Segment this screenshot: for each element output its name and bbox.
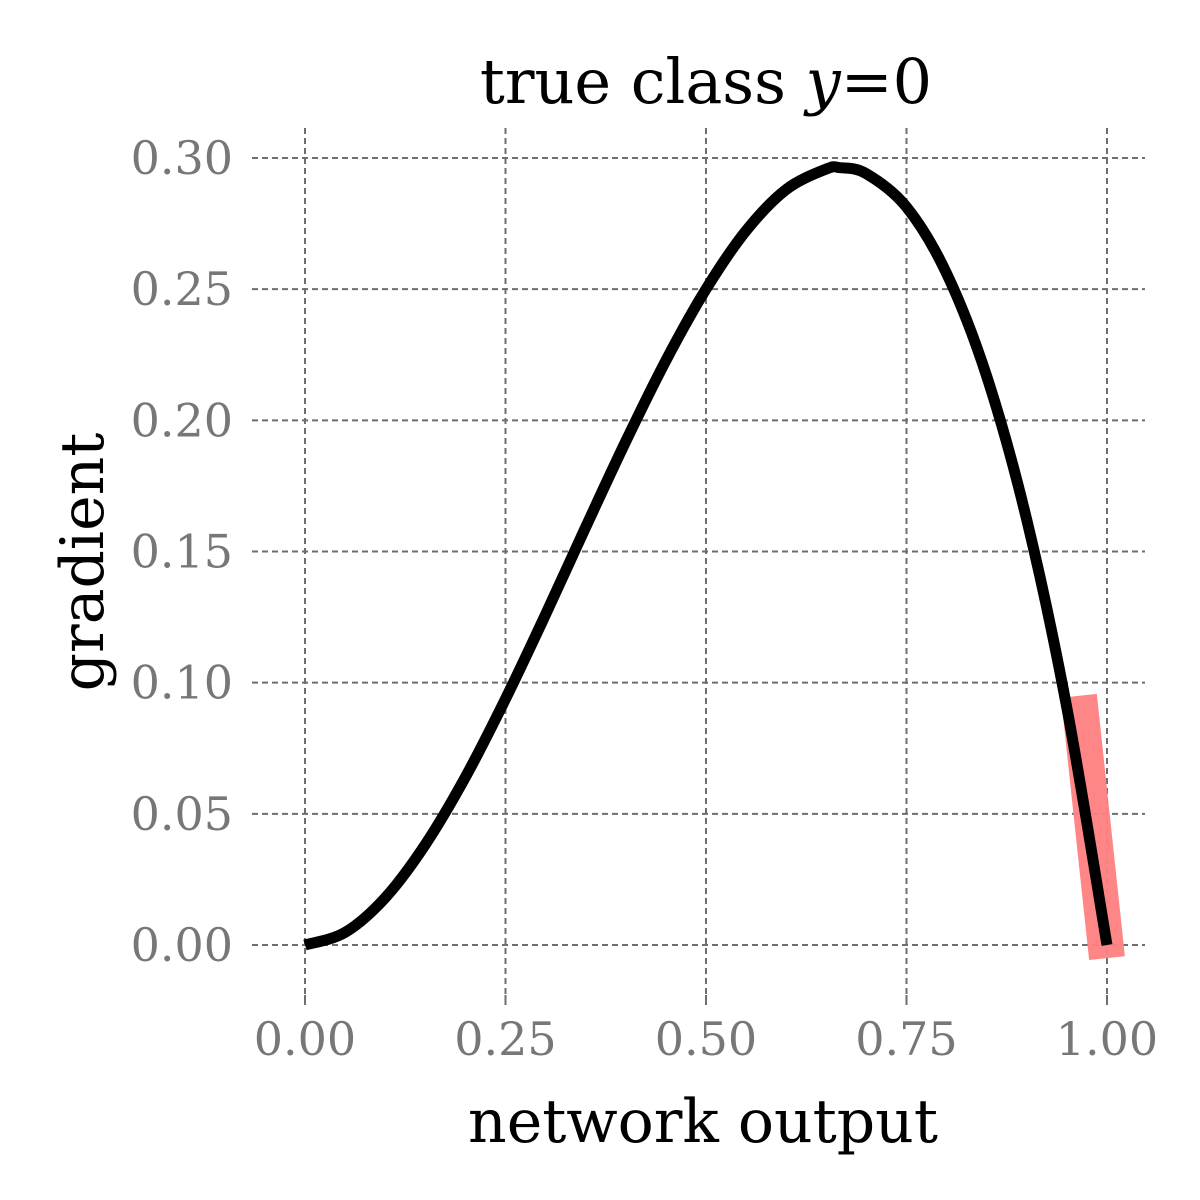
x-axis-label: network output — [468, 1087, 938, 1157]
y-tick-labels: 0.00 0.05 0.10 0.15 0.20 0.25 0.30 — [131, 131, 233, 972]
y-tick-label: 0.20 — [131, 393, 233, 447]
x-tick-label: 0.25 — [454, 1012, 556, 1066]
y-tick-label: 0.30 — [131, 131, 233, 185]
grid-lines — [252, 128, 1145, 995]
series-layer — [303, 161, 1125, 961]
series-line — [303, 161, 1113, 951]
chart-title: true class y=0 — [480, 45, 932, 118]
x-tick-label: 1.00 — [1056, 1012, 1158, 1066]
x-tick-label: 0.75 — [855, 1012, 957, 1066]
y-tick-label: 0.00 — [131, 918, 233, 972]
y-tick-label: 0.10 — [131, 656, 233, 710]
y-axis-label: gradient — [48, 433, 118, 692]
y-tick-label: 0.05 — [131, 787, 233, 841]
x-tick-label: 0.00 — [254, 1012, 356, 1066]
x-tick-labels: 0.00 0.25 0.50 0.75 1.00 — [254, 1012, 1158, 1066]
tick-marks — [304, 995, 1108, 1005]
x-tick-label: 0.50 — [655, 1012, 757, 1066]
y-tick-label: 0.15 — [131, 525, 233, 579]
y-tick-label: 0.25 — [131, 262, 233, 316]
